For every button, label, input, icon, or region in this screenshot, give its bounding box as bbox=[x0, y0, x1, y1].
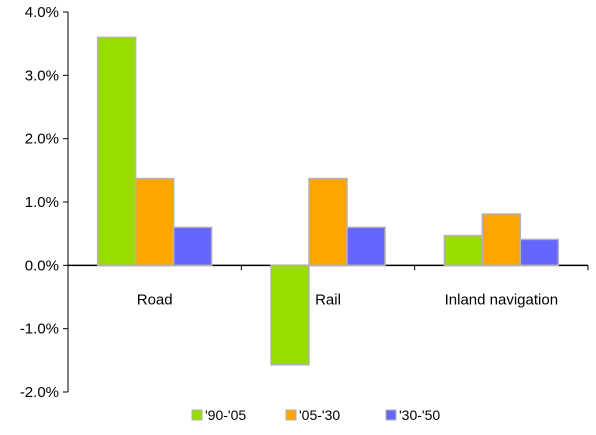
legend-label: '05-'30 bbox=[299, 407, 340, 423]
legend-label: '90-'05 bbox=[205, 407, 246, 423]
y-tick-label: 4.0% bbox=[25, 4, 59, 21]
y-tick-label: 0.0% bbox=[25, 257, 59, 274]
labels: Road Rail Inland navigation bbox=[137, 291, 558, 308]
bar bbox=[308, 177, 348, 267]
legend-swatch bbox=[285, 409, 297, 421]
legend-label: '30-'50 bbox=[399, 407, 440, 423]
y-tick-label: 2.0% bbox=[25, 131, 59, 148]
bar bbox=[443, 234, 484, 267]
bar bbox=[96, 36, 137, 267]
bar bbox=[481, 213, 522, 267]
y-tick-label: 1.0% bbox=[25, 194, 59, 211]
bar bbox=[134, 177, 175, 267]
category-label: Rail bbox=[315, 291, 341, 308]
y-tick-label: 3.0% bbox=[25, 67, 59, 84]
bars bbox=[96, 36, 560, 366]
category-label: Inland navigation bbox=[445, 291, 558, 308]
bar bbox=[346, 226, 386, 267]
legend: '90-'05 '05-'30 '30-'50 bbox=[191, 407, 440, 423]
legend-swatch bbox=[385, 409, 397, 421]
bar bbox=[172, 226, 213, 267]
category-label: Road bbox=[137, 291, 173, 308]
bar bbox=[519, 238, 560, 267]
y-tick-label: -2.0% bbox=[20, 384, 59, 401]
legend-swatch bbox=[191, 409, 203, 421]
y-tick-label: -1.0% bbox=[20, 321, 59, 338]
bar bbox=[270, 264, 310, 366]
